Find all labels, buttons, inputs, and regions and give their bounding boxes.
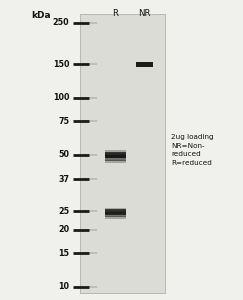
Text: 2ug loading
NR=Non-
reduced
R=reduced: 2ug loading NR=Non- reduced R=reduced bbox=[171, 134, 214, 166]
FancyBboxPatch shape bbox=[105, 210, 126, 212]
Text: 150: 150 bbox=[53, 60, 69, 69]
Text: NR: NR bbox=[138, 9, 151, 18]
FancyBboxPatch shape bbox=[105, 214, 126, 217]
Text: 37: 37 bbox=[58, 175, 69, 184]
FancyBboxPatch shape bbox=[105, 150, 126, 153]
FancyBboxPatch shape bbox=[105, 208, 126, 210]
FancyBboxPatch shape bbox=[105, 158, 126, 160]
FancyBboxPatch shape bbox=[105, 216, 126, 219]
Text: 25: 25 bbox=[58, 207, 69, 216]
FancyBboxPatch shape bbox=[105, 153, 126, 156]
FancyBboxPatch shape bbox=[80, 14, 165, 292]
FancyBboxPatch shape bbox=[105, 160, 126, 163]
Text: 75: 75 bbox=[58, 117, 69, 126]
FancyBboxPatch shape bbox=[136, 62, 153, 67]
Text: R: R bbox=[113, 9, 118, 18]
Text: 10: 10 bbox=[58, 282, 69, 291]
Text: 50: 50 bbox=[58, 150, 69, 159]
FancyBboxPatch shape bbox=[105, 212, 126, 214]
FancyBboxPatch shape bbox=[105, 155, 126, 158]
Text: 15: 15 bbox=[58, 249, 69, 258]
Text: 100: 100 bbox=[53, 93, 69, 102]
Text: 20: 20 bbox=[58, 225, 69, 234]
FancyBboxPatch shape bbox=[105, 152, 126, 158]
FancyBboxPatch shape bbox=[105, 208, 126, 214]
Text: kDa: kDa bbox=[32, 11, 51, 20]
Text: 250: 250 bbox=[53, 18, 69, 27]
